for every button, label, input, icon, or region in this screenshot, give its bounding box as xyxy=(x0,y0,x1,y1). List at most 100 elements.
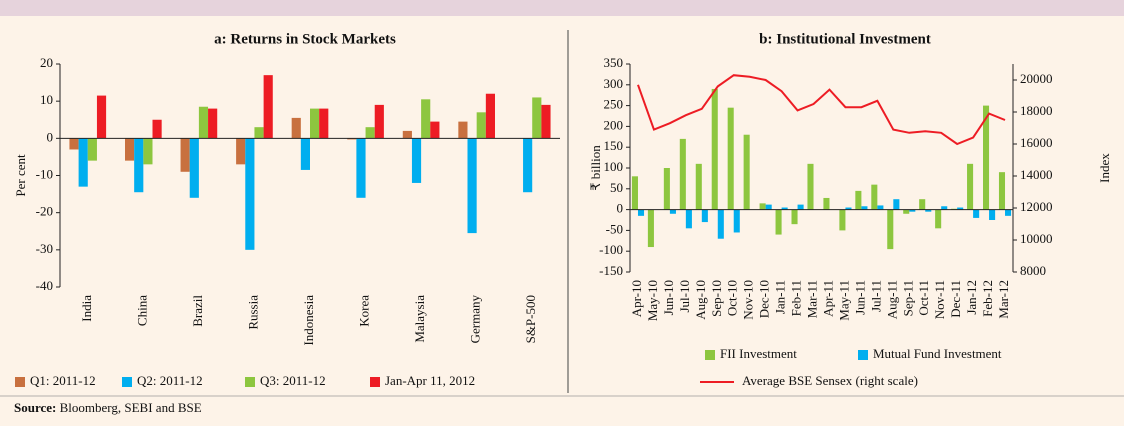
legend-swatch xyxy=(705,350,715,360)
y-tick-label: -100 xyxy=(599,242,623,257)
legend-label: Average BSE Sensex (right scale) xyxy=(742,373,918,388)
bar xyxy=(845,207,852,210)
y-tick-label: -150 xyxy=(599,263,623,278)
bar xyxy=(365,127,375,139)
bar xyxy=(989,209,996,220)
bar xyxy=(291,117,301,139)
x-tick-label: Jan-12 xyxy=(964,280,979,315)
x-tick-label: Sep-11 xyxy=(900,280,915,316)
y-tick-label: 300 xyxy=(604,76,624,91)
y-tick-label: 150 xyxy=(604,138,624,153)
bar xyxy=(319,108,329,139)
x-tick-label: Mar-11 xyxy=(805,280,820,318)
bar xyxy=(823,197,830,210)
bar xyxy=(152,119,162,139)
bar xyxy=(998,172,1006,210)
bar xyxy=(839,209,846,231)
y-tick-label: 200 xyxy=(604,117,624,132)
source-label: Source: xyxy=(14,400,56,415)
bar xyxy=(523,138,533,193)
bar xyxy=(717,209,724,239)
y-tick-label: 250 xyxy=(604,97,624,112)
bar xyxy=(198,106,209,139)
bar xyxy=(245,138,255,250)
legend-label: Q2: 2011-12 xyxy=(137,373,203,388)
legend-label: Mutual Fund Investment xyxy=(873,346,1002,361)
x-tick-label: Malaysia xyxy=(412,295,427,343)
bar xyxy=(982,105,990,210)
x-tick-label: India xyxy=(79,295,94,322)
y2-tick-label: 12000 xyxy=(1020,199,1053,214)
bar xyxy=(476,112,486,139)
bar xyxy=(685,209,692,229)
legend-label: Jan-Apr 11, 2012 xyxy=(385,373,475,388)
bar xyxy=(695,163,702,210)
y-tick-label: 0 xyxy=(47,129,54,144)
x-tick-label: Jun-11 xyxy=(852,280,867,315)
bar xyxy=(957,207,964,210)
bar xyxy=(775,209,782,235)
bar xyxy=(727,107,734,210)
bar xyxy=(893,199,900,210)
x-tick-label: May-11 xyxy=(836,280,851,321)
x-tick-label: Aug-11 xyxy=(884,280,899,319)
x-tick-label: Jul-11 xyxy=(868,280,883,312)
y-tick-label: -40 xyxy=(36,278,53,293)
x-tick-label: Apr-11 xyxy=(820,280,835,317)
bar xyxy=(631,176,638,210)
bar xyxy=(877,205,884,210)
y2-tick-label: 18000 xyxy=(1020,103,1053,118)
bar xyxy=(909,209,916,212)
x-tick-label: Sep-10 xyxy=(709,280,724,317)
x-tick-label: Apr-10 xyxy=(629,280,644,317)
line-series xyxy=(637,74,1006,146)
bar xyxy=(861,206,868,210)
x-tick-label: Jan-11 xyxy=(773,280,788,314)
bar xyxy=(701,209,708,223)
y2-axis-label: Index xyxy=(1097,153,1112,183)
legend-label: FII Investment xyxy=(720,346,797,361)
bar xyxy=(935,209,942,229)
bar xyxy=(485,93,495,139)
y2-tick-label: 16000 xyxy=(1020,135,1053,150)
y2-tick-label: 14000 xyxy=(1020,167,1053,182)
x-tick-label: Korea xyxy=(357,295,372,327)
bar xyxy=(263,75,273,139)
y-tick-label: -30 xyxy=(36,241,53,256)
bar xyxy=(421,99,431,139)
bar xyxy=(887,209,894,250)
bar xyxy=(903,209,910,214)
bar xyxy=(1005,209,1012,216)
x-tick-label: Russia xyxy=(245,295,260,330)
bar xyxy=(458,121,468,139)
bar xyxy=(411,138,422,183)
bar xyxy=(765,204,772,210)
bar xyxy=(300,138,310,170)
bar xyxy=(143,138,153,165)
x-tick-label: Mar-12 xyxy=(996,280,1011,319)
legend-swatch xyxy=(15,377,25,387)
bar xyxy=(925,209,932,212)
y-tick-label: 350 xyxy=(604,55,624,70)
y-tick-label: -50 xyxy=(606,221,623,236)
y-tick-label: 20 xyxy=(40,55,53,70)
bar xyxy=(807,163,814,210)
chart-title: b: Institutional Investment xyxy=(759,31,931,47)
bar xyxy=(647,209,654,248)
bar xyxy=(797,204,804,210)
x-tick-label: Brazil xyxy=(190,295,205,327)
bar xyxy=(134,138,144,193)
legend-label: Q1: 2011-12 xyxy=(30,373,96,388)
y-tick-label: 50 xyxy=(610,180,623,195)
y2-tick-label: 8000 xyxy=(1020,263,1046,278)
y2-tick-label: 20000 xyxy=(1020,71,1053,86)
x-tick-label: Oct-11 xyxy=(916,280,931,316)
x-tick-label: Dec-11 xyxy=(948,280,963,318)
x-tick-label: Nov-10 xyxy=(741,280,756,320)
bar xyxy=(733,209,740,233)
bar xyxy=(871,184,878,210)
x-tick-label: S&P-500 xyxy=(523,295,538,343)
bar xyxy=(637,209,645,216)
x-tick-label: Jul-10 xyxy=(677,280,692,313)
source-text: Bloomberg, SEBI and BSE xyxy=(60,400,202,415)
